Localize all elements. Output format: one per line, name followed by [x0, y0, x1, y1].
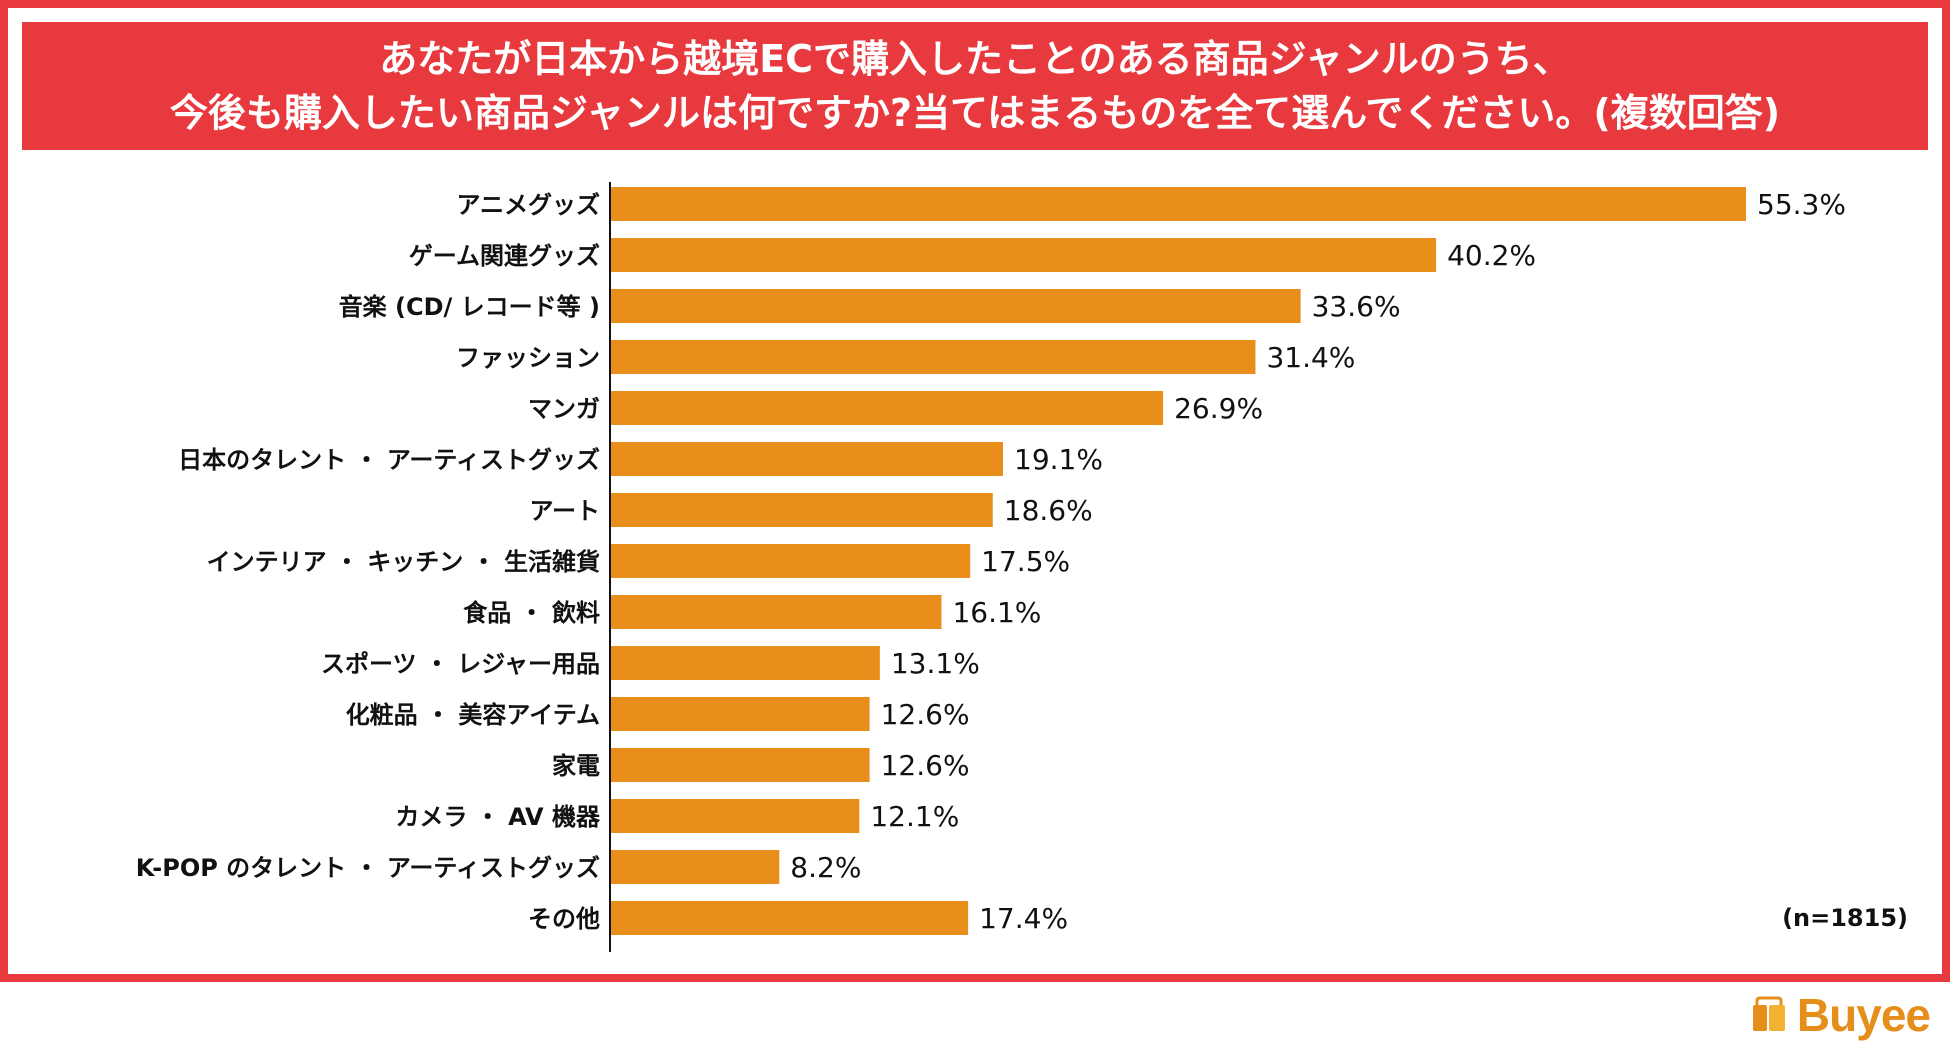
category-label: 食品 ・ 飲料: [463, 599, 600, 627]
logo-text: Buyee: [1796, 989, 1931, 1041]
title-line-2: 今後も購入したい商品ジャンルは何ですか?当てはまるものを全て選んでください。(複…: [169, 91, 1781, 135]
value-label: 17.5%: [981, 545, 1070, 578]
category-label: 日本のタレント ・ アーティストグッズ: [178, 446, 600, 474]
title-band: あなたが日本から越境ECで購入したことのある商品ジャンルのうち、 今後も購入した…: [22, 22, 1928, 150]
category-label: アート: [529, 497, 600, 525]
category-label: 家電: [552, 752, 600, 780]
value-label: 40.2%: [1447, 239, 1536, 272]
sample-size-note: (n=1815): [1782, 904, 1908, 932]
value-label: 33.6%: [1312, 290, 1401, 323]
bar: [611, 901, 969, 935]
value-label: 19.1%: [1014, 443, 1103, 476]
value-label: 31.4%: [1266, 341, 1355, 374]
value-label: 12.6%: [881, 749, 970, 782]
value-label: 13.1%: [891, 647, 980, 680]
bar: [611, 799, 860, 833]
shopping-bag-icon: [1752, 996, 1785, 1031]
category-label: ゲーム関連グッズ: [409, 242, 600, 270]
bar: [611, 697, 870, 731]
bar: [611, 340, 1256, 374]
value-label: 8.2%: [790, 851, 861, 884]
value-label: 17.4%: [979, 902, 1068, 935]
category-label: スポーツ ・ レジャー用品: [321, 650, 600, 678]
value-label: 12.6%: [881, 698, 970, 731]
value-label: 16.1%: [952, 596, 1041, 629]
bar: [611, 646, 880, 680]
bar: [611, 595, 942, 629]
category-label: 音楽 (CD/ レコード等 ): [339, 293, 600, 321]
bar: [611, 238, 1437, 272]
category-label: アニメグッズ: [456, 191, 600, 219]
bar: [611, 187, 1746, 221]
bar: [611, 850, 780, 884]
category-label: その他: [528, 905, 600, 933]
category-label: カメラ ・ AV 機器: [395, 803, 601, 831]
category-label: 化粧品 ・ 美容アイテム: [346, 701, 600, 729]
bar: [611, 442, 1004, 476]
title-line-1: あなたが日本から越境ECで購入したことのある商品ジャンルのうち、: [379, 37, 1571, 81]
category-label: インテリア ・ キッチン ・ 生活雑貨: [207, 548, 600, 576]
category-label: ファッション: [456, 344, 600, 372]
bar: [611, 289, 1301, 323]
category-label: K-POP のタレント ・ アーティストグッズ: [136, 854, 600, 882]
bar-chart: アニメグッズ 55.3% ゲーム関連グッズ 40.2% 音楽 (CD/ レコード等 ) 3…: [136, 182, 1846, 952]
value-label: 18.6%: [1004, 494, 1093, 527]
bar: [611, 544, 971, 578]
value-label: 26.9%: [1174, 392, 1263, 425]
chart-frame: [0, 0, 1950, 982]
buyee-logo: Buyee: [1749, 989, 1931, 1041]
bar: [611, 748, 870, 782]
value-label: 55.3%: [1757, 188, 1846, 221]
bar: [611, 493, 993, 527]
bar: [611, 391, 1164, 425]
category-label: マンガ: [528, 395, 600, 423]
value-label: 12.1%: [870, 800, 959, 833]
